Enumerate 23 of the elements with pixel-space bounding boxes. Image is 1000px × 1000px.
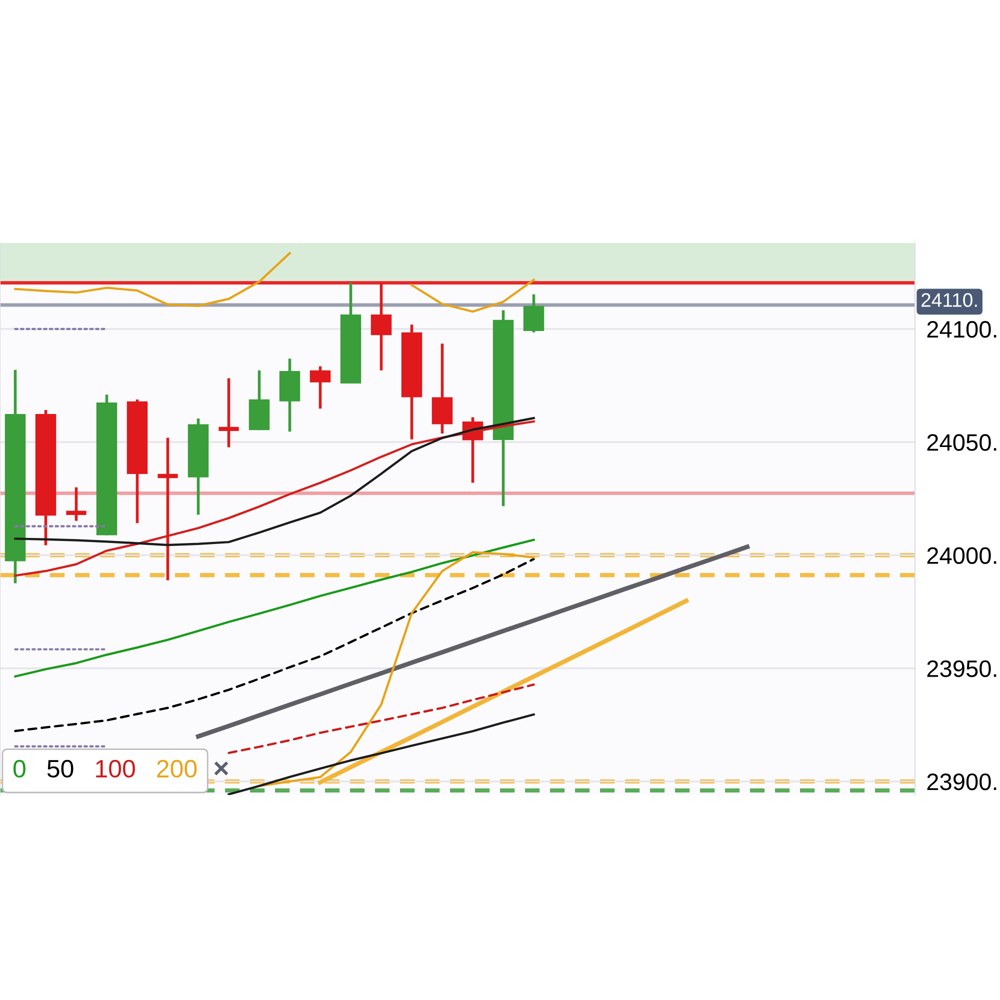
text: 100	[96, 760, 135, 778]
line-series	[14, 420, 535, 577]
y-tick-label: 24000.	[927, 547, 996, 564]
line-series	[228, 713, 535, 795]
candlestick	[66, 486, 86, 522]
line-series	[258, 551, 535, 788]
text: 200	[157, 760, 197, 778]
line-series	[14, 416, 535, 546]
line-series	[14, 538, 535, 678]
y-tick-label: 24100.	[927, 321, 996, 338]
text: 24110.	[922, 293, 977, 307]
line-series	[228, 683, 535, 754]
y-tick-label: 23900.	[927, 773, 996, 790]
candlestick	[310, 364, 331, 410]
series-label: 50	[47, 760, 74, 778]
annotation: ×	[214, 761, 228, 776]
line-series	[196, 544, 750, 739]
y-tick-label: 23950.	[927, 660, 996, 678]
candlestick	[218, 376, 239, 449]
line-series	[14, 558, 535, 732]
text: 0	[13, 760, 26, 778]
y-tick-label: 24050.	[927, 434, 996, 451]
candlestick	[370, 281, 392, 372]
